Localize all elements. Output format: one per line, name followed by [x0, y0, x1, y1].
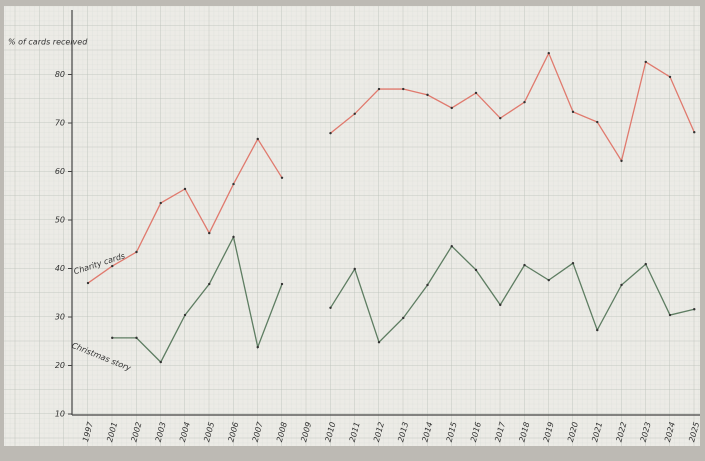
y-tick-label: 50: [55, 216, 65, 225]
data-point: [523, 263, 526, 267]
y-tick-label: 80: [55, 70, 65, 79]
data-point: [499, 303, 502, 307]
data-point: [377, 87, 381, 91]
data-point: [668, 313, 672, 317]
data-point: [402, 316, 405, 320]
data-point: [450, 106, 453, 110]
data-point: [426, 283, 429, 287]
data-point: [111, 336, 114, 340]
data-point: [329, 306, 332, 309]
series-line: [112, 235, 695, 364]
data-point: [232, 235, 235, 239]
data-point: [596, 120, 599, 124]
data-point: [183, 187, 187, 191]
data-point: [402, 87, 405, 91]
data-point: [111, 264, 114, 268]
data-point: [693, 131, 696, 134]
data-point: [159, 201, 162, 205]
y-axis-label: % of cards received: [8, 38, 88, 47]
data-point: [474, 91, 478, 95]
data-point: [353, 267, 356, 271]
data-point: [208, 231, 211, 235]
data-point: [547, 278, 550, 282]
data-point: [377, 341, 381, 344]
data-point: [523, 100, 526, 104]
data-point: [183, 313, 187, 317]
data-point: [86, 281, 90, 285]
data-point: [644, 262, 647, 266]
data-point: [450, 244, 453, 248]
y-tick-label: 30: [55, 313, 65, 322]
data-point: [620, 283, 623, 287]
y-tick-label: 20: [55, 361, 65, 370]
data-point: [135, 336, 138, 340]
data-point: [620, 159, 623, 163]
data-point: [353, 112, 356, 115]
data-point: [693, 308, 696, 311]
data-point: [571, 110, 575, 114]
data-point: [644, 60, 647, 64]
data-point: [256, 345, 259, 349]
data-point: [499, 116, 502, 120]
y-tick-label: 10: [55, 410, 65, 419]
data-point: [547, 51, 550, 55]
y-tick-label: 60: [55, 167, 65, 176]
data-point: [329, 131, 332, 135]
data-point: [596, 328, 599, 332]
data-point: [426, 93, 429, 97]
data-point: [571, 261, 575, 265]
data-point: [474, 268, 478, 272]
data-point: [668, 75, 672, 79]
data-point: [159, 360, 162, 364]
y-tick-label: 70: [55, 119, 65, 128]
data-point: [232, 182, 235, 186]
data-point: [280, 282, 284, 286]
data-point: [256, 137, 259, 141]
graph-grid: [4, 6, 700, 446]
data-point: [280, 176, 284, 180]
data-point: [208, 282, 211, 286]
data-point: [135, 250, 138, 254]
y-tick-label: 40: [55, 264, 65, 273]
